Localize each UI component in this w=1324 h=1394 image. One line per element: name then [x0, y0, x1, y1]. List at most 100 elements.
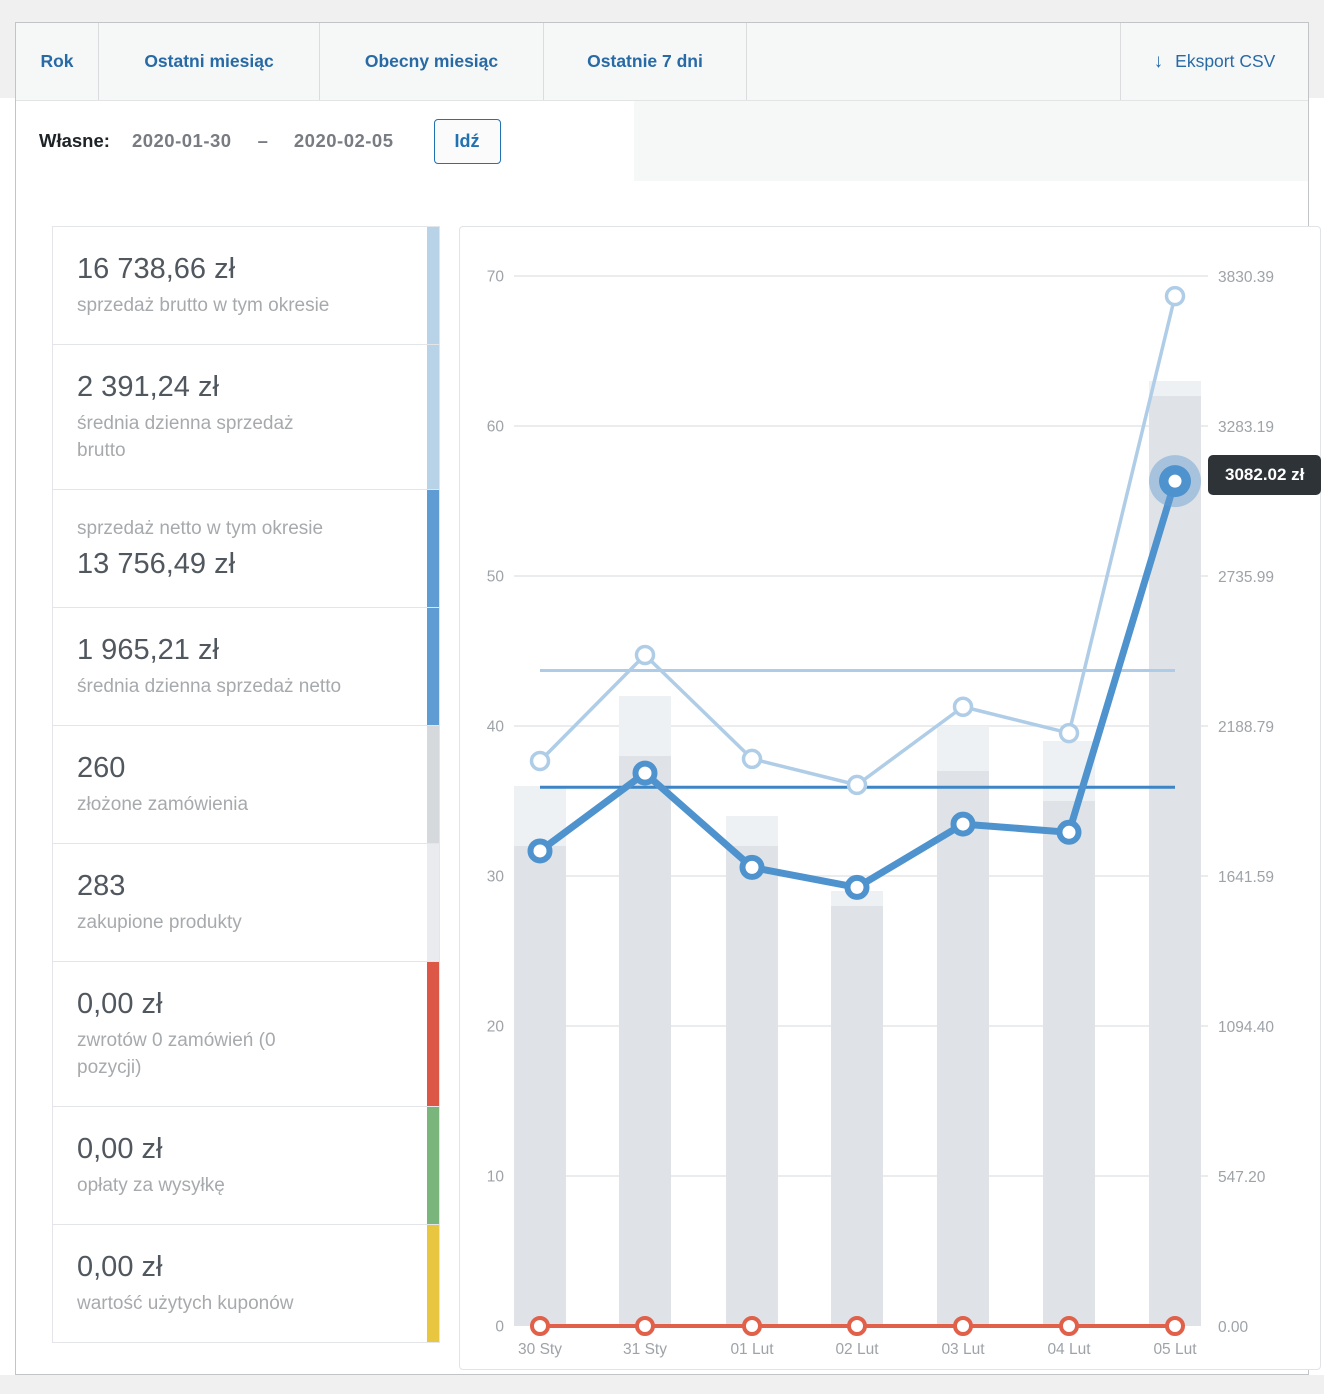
bar-orders — [831, 906, 883, 1326]
legend-color-stripe — [427, 726, 439, 843]
go-button[interactable]: Idź — [433, 118, 501, 164]
sales-chart[interactable]: 0 0.00 10 547.20 20 1094.40 30 1641.59 40 2188.79… — [459, 226, 1322, 1370]
legend-color-stripe — [427, 608, 439, 725]
legend-label: opłaty za wysyłkę — [77, 1175, 225, 1196]
svg-text:0.00: 0.00 — [1218, 1319, 1249, 1336]
y-axis-labels: 0 0.00 10 547.20 20 1094.40 30 1641.59 40 2188.79… — [487, 269, 1275, 1337]
svg-text:60: 60 — [487, 419, 505, 436]
bar-orders — [1149, 396, 1201, 1326]
legend-label: zwrotów 0 zamówień (0 pozycji) — [77, 1030, 276, 1078]
bar-orders — [514, 846, 566, 1326]
svg-text:10: 10 — [487, 1169, 505, 1186]
gross-sales-point[interactable] — [1164, 285, 1186, 307]
legend-value: 0,00 zł — [77, 1133, 163, 1165]
legend-color-stripe — [427, 227, 439, 344]
refunds-point[interactable] — [635, 1316, 655, 1336]
bar-orders — [1043, 801, 1095, 1326]
gross-sales-point[interactable] — [846, 774, 868, 796]
gross-sales-point[interactable] — [1058, 722, 1080, 744]
svg-text:0: 0 — [495, 1319, 504, 1336]
refunds-line[interactable] — [530, 1316, 1185, 1336]
refunds-point[interactable] — [1059, 1316, 1079, 1336]
legend-value: 1 965,21 zł — [77, 634, 219, 666]
legend-item-shipping-charges[interactable]: 0,00 zł opłaty za wysyłkę — [52, 1107, 440, 1225]
legend-item-avg-daily-net-sales[interactable]: 1 965,21 zł średnia dzienna sprzedaż nett… — [52, 608, 440, 726]
legend-item-coupons-used[interactable]: 0,00 zł wartość użytych kuponów — [52, 1225, 440, 1343]
legend-item-avg-daily-gross-sales[interactable]: 2 391,24 zł średnia dzienna sprzedaż brut… — [52, 345, 440, 490]
svg-text:3830.39: 3830.39 — [1218, 269, 1274, 286]
legend-value: 0,00 zł — [77, 988, 163, 1020]
legend-color-stripe — [427, 844, 439, 961]
net-sales-point[interactable] — [844, 874, 870, 900]
legend-label: sprzedaż netto w tym okresie — [77, 518, 324, 539]
net-sales-point[interactable] — [739, 854, 765, 880]
refunds-point[interactable] — [530, 1316, 550, 1336]
tab-ostatnie-7-dni[interactable]: Ostatnie 7 dni — [544, 23, 747, 100]
net-sales-point[interactable] — [950, 811, 976, 837]
svg-text:01 Lut: 01 Lut — [730, 1341, 774, 1358]
net-sales-point[interactable] — [632, 760, 658, 786]
tab-ostatni-miesiac[interactable]: Ostatni miesiąc — [99, 23, 320, 100]
tab-obecny-miesiac[interactable]: Obecny miesiąc — [320, 23, 544, 100]
gross-sales-point[interactable] — [952, 696, 974, 718]
bars-items-and-orders[interactable] — [514, 381, 1201, 1326]
svg-text:2188.79: 2188.79 — [1218, 719, 1274, 736]
legend-value: 260 — [77, 752, 126, 784]
bar-orders — [937, 771, 989, 1326]
legend-value: 2 391,24 zł — [77, 371, 219, 403]
legend-color-stripe — [427, 1225, 439, 1342]
gross-sales-line[interactable] — [529, 285, 1186, 796]
legend-color-stripe — [427, 962, 439, 1106]
legend-item-items-purchased[interactable]: 283 zakupione produkty — [52, 844, 440, 962]
legend-label: wartość użytych kuponów — [77, 1293, 294, 1314]
gross-sales-point[interactable] — [741, 748, 763, 770]
report-header: Rok Ostatni miesiąc Obecny miesiąc Ostatnie… — [16, 23, 1308, 181]
legend-item-gross-sales-total[interactable]: 16 738,66 zł sprzedaż brutto w tym okresi… — [52, 226, 440, 345]
legend-label: zakupione produkty — [77, 912, 242, 933]
refunds-point[interactable] — [1165, 1316, 1185, 1336]
date-range-dash: – — [257, 130, 268, 151]
svg-text:30 Sty: 30 Sty — [518, 1341, 562, 1358]
legend-item-refunds[interactable]: 0,00 zł zwrotów 0 zamówień (0 pozycji) — [52, 962, 440, 1107]
gross-sales-point[interactable] — [529, 750, 551, 772]
net-sales-point[interactable] — [527, 838, 553, 864]
chart-tooltip: 3082.02 zł — [1208, 455, 1322, 495]
sales-chart-svg[interactable]: 0 0.00 10 547.20 20 1094.40 30 1641.59 40 2188.79… — [460, 227, 1320, 1369]
refunds-point[interactable] — [742, 1316, 762, 1336]
legend-label: złożone zamówienia — [77, 794, 249, 815]
svg-text:04 Lut: 04 Lut — [1047, 1341, 1091, 1358]
svg-text:1094.40: 1094.40 — [1218, 1019, 1274, 1036]
legend-value: 0,00 zł — [77, 1251, 163, 1283]
report-tabs: Rok Ostatni miesiąc Obecny miesiąc Ostatnie… — [16, 23, 1308, 101]
admin-bottom-band — [0, 1375, 1324, 1394]
svg-text:50: 50 — [487, 569, 505, 586]
gross-sales-point[interactable] — [634, 644, 656, 666]
legend-value: 16 738,66 zł — [77, 253, 236, 285]
svg-text:30: 30 — [487, 869, 505, 886]
svg-text:1641.59: 1641.59 — [1218, 869, 1274, 886]
legend-value: 13 756,49 zł — [77, 548, 236, 580]
legend-label: średnia dzienna sprzedaż brutto — [77, 413, 294, 461]
legend-label: sprzedaż brutto w tym okresie — [77, 295, 330, 316]
tab-rok[interactable]: Rok — [16, 23, 99, 100]
legend-color-stripe — [427, 1107, 439, 1224]
svg-text:3283.19: 3283.19 — [1218, 419, 1274, 436]
svg-text:2735.99: 2735.99 — [1218, 569, 1274, 586]
legend-item-net-sales-total[interactable]: sprzedaż netto w tym okresie 13 756,49 zł — [52, 490, 440, 608]
net-sales-line[interactable] — [527, 455, 1202, 900]
legend-color-stripe — [427, 345, 439, 489]
refunds-point[interactable] — [847, 1316, 867, 1336]
svg-text:02 Lut: 02 Lut — [835, 1341, 879, 1358]
svg-text:547.20: 547.20 — [1218, 1169, 1266, 1186]
highlighted-net-sales-point[interactable] — [1149, 455, 1201, 508]
refunds-point[interactable] — [953, 1316, 973, 1336]
net-sales-point[interactable] — [1056, 819, 1082, 845]
svg-text:40: 40 — [487, 719, 505, 736]
x-axis-labels: 30 Sty 31 Sty 01 Lut 02 Lut 03 Lut 04 Lut 05 L… — [518, 1341, 1197, 1358]
svg-text:20: 20 — [487, 1019, 505, 1036]
legend-item-orders-placed[interactable]: 260 złożone zamówienia — [52, 726, 440, 844]
date-to-input[interactable]: 2020-02-05 — [293, 130, 394, 151]
export-csv-link[interactable]: ↓ Eksport CSV — [1120, 23, 1308, 100]
custom-range-label: Własne: — [39, 130, 110, 151]
date-from-input[interactable]: 2020-01-30 — [131, 130, 232, 151]
